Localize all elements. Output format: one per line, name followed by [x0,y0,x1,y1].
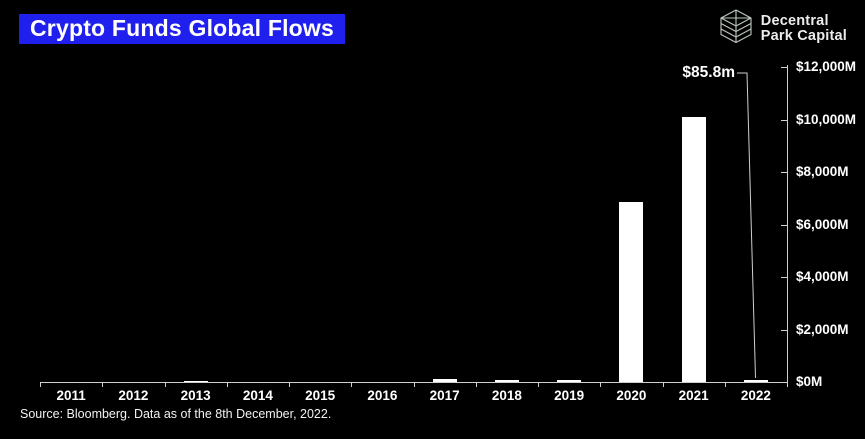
brand-name-line2: Park Capital [760,27,847,44]
y-axis-tick [781,224,787,226]
x-tick-label-2022: 2022 [740,388,771,403]
bar-2022 [743,379,768,382]
y-tick-label-12000: $12,000M [796,59,857,74]
x-tick-label-2016: 2016 [367,388,398,403]
x-tick-label-2011: 2011 [56,388,86,403]
y-axis-tick [781,277,787,278]
x-tick-label-2021: 2021 [678,388,709,403]
y-tick-label-10000: $10,000M [796,111,857,127]
y-tick-label-8000: $8,000M [796,164,849,179]
brand-name-line1: Decentral [760,12,829,29]
x-axis-tick [226,383,228,387]
y-axis-tick [781,329,787,331]
annotation-label-2022: $85.8m [682,64,735,81]
x-axis-tick [475,383,477,387]
y-axis-tick [781,382,787,383]
brand-logo: Decentral Park Capital [718,8,847,49]
bar-2017 [432,379,457,382]
x-axis-line [40,382,788,383]
x-axis-tick [787,383,788,387]
x-axis-tick [164,383,166,387]
y-axis-tick [781,119,787,121]
y-axis-line [787,65,788,383]
y-tick-label-2000: $2,000M [796,321,849,337]
x-axis-tick [662,383,664,387]
x-tick-label-2017: 2017 [429,388,460,403]
x-axis-tick [102,383,104,387]
y-axis-tick [781,67,787,68]
x-axis-tick [724,383,726,387]
brand-name: Decentral Park Capital [760,12,847,44]
cube-layers-icon [720,9,752,44]
source-text: Source: Bloomberg. Data as of the 8th De… [20,407,332,421]
x-axis-tick [600,383,602,387]
y-tick-label-4000: $4,000M [796,269,849,284]
x-tick-label-2012: 2012 [118,388,149,403]
x-tick-label-2018: 2018 [491,388,522,403]
x-axis-tick [413,383,415,387]
x-tick-label-2013: 2013 [180,388,211,403]
x-tick-label-2015: 2015 [305,388,336,403]
bar-2013 [183,380,208,382]
x-axis-tick [351,383,353,387]
x-tick-label-2020: 2020 [616,388,647,403]
bar-2019 [557,379,582,382]
y-tick-label-6000: $6,000M [796,216,849,232]
y-tick-label-0: $0M [796,374,823,389]
bar-2018 [494,379,519,382]
y-axis-tick [781,172,787,173]
x-tick-label-2014: 2014 [242,388,273,403]
bar-2021 [681,116,706,382]
x-tick-label-2019: 2019 [554,388,585,403]
x-axis-tick [538,383,539,387]
bar-2020 [619,202,644,382]
x-axis-tick [289,383,290,387]
page-title: Crypto Funds Global Flows [19,14,345,44]
x-axis-tick [40,383,41,387]
